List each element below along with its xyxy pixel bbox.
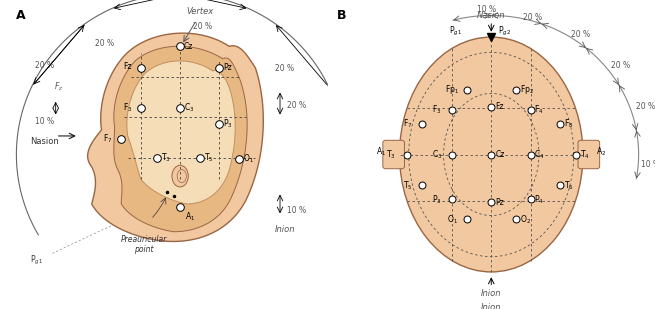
Text: 20 %: 20 % xyxy=(571,30,591,39)
Polygon shape xyxy=(114,46,247,232)
Text: A$_1$: A$_1$ xyxy=(377,145,386,158)
Text: Fp$_2$: Fp$_2$ xyxy=(520,83,534,96)
Text: T$_5$: T$_5$ xyxy=(204,151,214,164)
Text: F$_8$: F$_8$ xyxy=(564,117,573,130)
Text: A: A xyxy=(16,9,26,22)
Text: O$_1$: O$_1$ xyxy=(447,213,458,226)
Text: T$_4$: T$_4$ xyxy=(580,148,590,161)
Text: 20 %: 20 % xyxy=(636,103,655,112)
Text: C$_3$: C$_3$ xyxy=(432,148,443,161)
Text: Vertex: Vertex xyxy=(186,7,214,16)
Text: Pz: Pz xyxy=(223,63,232,73)
Text: A$_2$: A$_2$ xyxy=(596,145,606,158)
Text: C$_3$: C$_3$ xyxy=(184,102,195,114)
Text: P$_4$: P$_4$ xyxy=(534,193,544,205)
Text: C$_4$: C$_4$ xyxy=(534,148,545,161)
Polygon shape xyxy=(88,33,263,241)
Text: 10%: 10% xyxy=(156,173,172,179)
Text: 20 %: 20 % xyxy=(35,61,54,70)
Text: 20 %: 20 % xyxy=(610,61,630,70)
Text: 20 %: 20 % xyxy=(95,39,115,48)
Text: F$_z$: F$_z$ xyxy=(54,81,64,93)
Text: F$_3$: F$_3$ xyxy=(123,102,132,114)
Text: T$_3$: T$_3$ xyxy=(386,148,396,161)
FancyBboxPatch shape xyxy=(578,140,599,169)
Text: P$_{g1}$: P$_{g1}$ xyxy=(449,25,462,38)
Text: P$_{g2}$: P$_{g2}$ xyxy=(498,25,511,38)
Text: F$_7$: F$_7$ xyxy=(103,133,113,145)
Text: 10 %: 10 % xyxy=(641,160,655,169)
Text: 20 %: 20 % xyxy=(523,13,542,22)
Text: T$_5$: T$_5$ xyxy=(403,179,413,192)
Text: Cz: Cz xyxy=(184,42,193,51)
Text: Inion: Inion xyxy=(274,225,295,234)
Polygon shape xyxy=(127,61,235,204)
Text: B: B xyxy=(337,9,347,22)
Text: P$_{g1}$: P$_{g1}$ xyxy=(29,254,43,267)
Text: Nasion: Nasion xyxy=(477,11,506,20)
Text: Pz: Pz xyxy=(495,198,504,207)
Text: Fp$_1$: Fp$_1$ xyxy=(445,83,460,96)
FancyBboxPatch shape xyxy=(383,140,404,169)
Text: Fz: Fz xyxy=(123,62,131,71)
Text: F$_4$: F$_4$ xyxy=(534,104,544,116)
Text: O$_2$: O$_2$ xyxy=(520,213,531,226)
Text: O$_1$: O$_1$ xyxy=(243,153,254,165)
Text: 20 %: 20 % xyxy=(170,88,190,97)
Text: 10 %: 10 % xyxy=(477,6,496,15)
Text: A$_1$: A$_1$ xyxy=(185,210,195,222)
Text: 10 %: 10 % xyxy=(287,206,306,215)
Text: P$_3$: P$_3$ xyxy=(223,117,233,130)
Text: F$_7$: F$_7$ xyxy=(403,117,412,130)
Text: Preauricular
point: Preauricular point xyxy=(121,235,167,254)
Text: Cz: Cz xyxy=(495,150,504,159)
Text: Nasion: Nasion xyxy=(30,137,58,146)
Text: P$_3$: P$_3$ xyxy=(432,193,442,205)
Text: 20 %: 20 % xyxy=(193,22,213,31)
Text: 10 %: 10 % xyxy=(35,116,54,125)
Text: Inion: Inion xyxy=(481,289,502,298)
Text: T$_6$: T$_6$ xyxy=(564,179,574,192)
Text: F$_3$: F$_3$ xyxy=(432,104,441,116)
Ellipse shape xyxy=(172,165,189,187)
Ellipse shape xyxy=(400,37,583,272)
Text: Inion: Inion xyxy=(481,303,502,309)
Text: 20 %: 20 % xyxy=(275,64,295,73)
Text: Fz: Fz xyxy=(495,102,504,111)
Text: 20 %: 20 % xyxy=(287,101,306,110)
Text: T$_3$: T$_3$ xyxy=(161,151,171,164)
